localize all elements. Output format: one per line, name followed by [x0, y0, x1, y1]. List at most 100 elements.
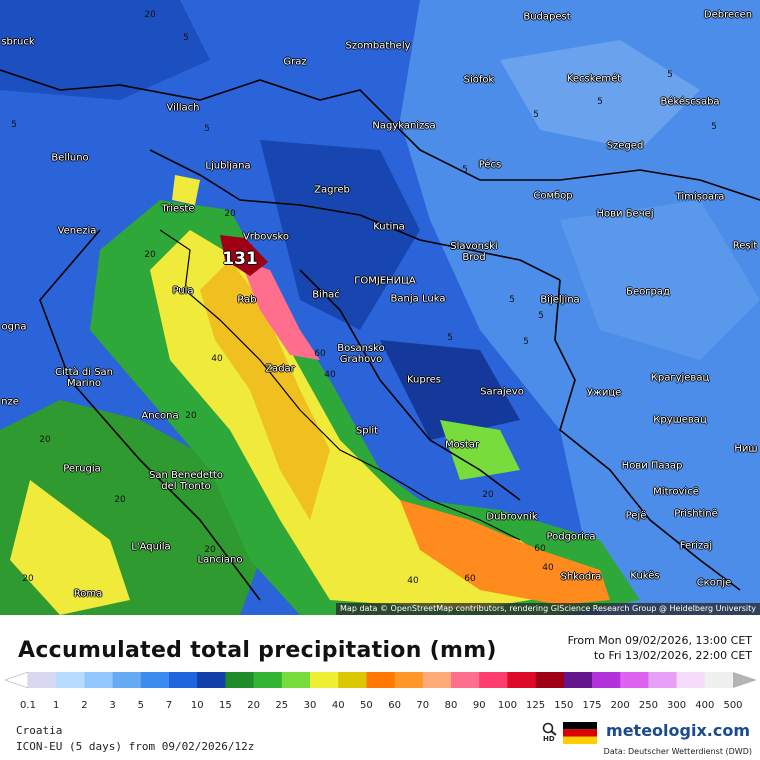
city-label: Podgorica [546, 531, 596, 543]
city-label: Скопје [696, 577, 732, 589]
contour-label: 40 [407, 576, 419, 586]
contour-label: 60 [464, 574, 476, 584]
city-label: Ниш [734, 443, 758, 455]
city-label: Szeged [606, 140, 644, 152]
city-label: Mostar [444, 439, 480, 451]
scale-swatch [592, 672, 621, 688]
map: Map data © OpenStreetMap contributors, r… [0, 0, 760, 615]
scale-label: 100 [498, 700, 517, 711]
city-label: Shkodra [560, 571, 602, 583]
scale-swatch [310, 672, 339, 688]
city-label: Szombathely [345, 40, 411, 52]
city-label: Сомбор [533, 190, 573, 202]
period-from: From Mon 09/02/2026, 13:00 CET [567, 634, 752, 647]
region: Croatia [16, 724, 63, 737]
city-label: Kupres [407, 374, 441, 386]
city-label: Vrbovsko [242, 231, 290, 243]
city-label: Bijeljina [540, 294, 580, 306]
scale-label: 7 [166, 700, 172, 711]
attribution: Map data © OpenStreetMap contributors, r… [336, 603, 760, 615]
scale-swatch [112, 672, 142, 688]
contour-label: 20 [185, 411, 197, 421]
city-label: Reșit [732, 240, 758, 252]
scale-swatch [28, 672, 57, 688]
city-label: Trieste [161, 203, 195, 215]
scale-label: 1 [53, 700, 59, 711]
contour-label: 5 [183, 33, 189, 43]
scale-swatch [422, 672, 452, 688]
city-label: Ужице [586, 387, 622, 399]
city-label: Bosansko Grahovo [337, 343, 385, 365]
scale-label: 20 [247, 700, 260, 711]
city-label: Debrecen [703, 9, 753, 21]
model: ICON-EU (5 days) from 09/02/2026/12z [16, 740, 255, 753]
scale-label: 300 [667, 700, 686, 711]
scale-label: 175 [582, 700, 601, 711]
contour-label: 5 [204, 124, 210, 134]
data-source: Data: Deutscher Wetterdienst (DWD) [603, 747, 752, 756]
scale-swatch [507, 672, 536, 688]
scale-swatch [676, 672, 706, 688]
contour-label: 5 [711, 122, 717, 132]
city-label: Pejë [625, 510, 647, 522]
city-label: L'Aquila [131, 541, 171, 553]
contour-label: 5 [597, 97, 603, 107]
scale-swatch [366, 672, 395, 688]
city-label: Mitrovicë [653, 486, 699, 498]
city-label: Sarajevo [480, 386, 524, 398]
city-label: Budapest [523, 11, 571, 23]
city-label: Prishtinë [674, 508, 718, 520]
city-label: Siófok [463, 74, 495, 86]
hd-badge: HD [543, 735, 555, 743]
period-to: to Fri 13/02/2026, 22:00 CET [593, 649, 752, 662]
scale-swatch [338, 672, 367, 688]
city-label: Timișoara [675, 191, 725, 203]
city-label: Venezia [57, 225, 97, 237]
city-label: Bihać [312, 289, 340, 301]
scale-label: 60 [388, 700, 401, 711]
scale-label: 200 [611, 700, 630, 711]
contour-label: 20 [224, 209, 236, 219]
city-label: Pécs [478, 159, 502, 171]
city-label: Нови Пазар [621, 460, 683, 472]
scale-arrow-left [4, 671, 29, 689]
contour-label: 5 [509, 295, 515, 305]
contour-label: 60 [314, 349, 326, 359]
contour-label: 5 [11, 120, 17, 130]
city-label: Крагујевац [650, 372, 710, 384]
scale-label: 40 [332, 700, 345, 711]
search-icon[interactable] [542, 722, 558, 736]
scale-swatch [140, 672, 170, 688]
city-label: Split [355, 425, 379, 437]
scale-label: 0.1 [20, 700, 36, 711]
scale-label: 500 [723, 700, 742, 711]
scale-swatch [56, 672, 85, 688]
city-label: nze [1, 396, 19, 408]
flag [563, 722, 597, 744]
scale-label: 50 [360, 700, 373, 711]
scale-swatch [648, 672, 677, 688]
scale-swatch [197, 672, 226, 688]
city-label: Ljubljana [205, 160, 251, 172]
city-label: ГОМЈЕНИЦА [354, 275, 416, 287]
contour-label: 20 [22, 574, 34, 584]
contour-label: 60 [534, 544, 546, 554]
city-label: Roma [73, 588, 103, 600]
contour-label: 5 [447, 333, 453, 343]
scale-swatch [704, 672, 734, 688]
brand[interactable]: meteologix.com [606, 721, 750, 740]
scale-label: 15 [219, 700, 232, 711]
city-label: Pula [172, 285, 194, 297]
contour-label: 20 [482, 490, 494, 500]
city-label: Villach [166, 102, 200, 114]
city-label: Kecskemét [566, 73, 622, 85]
scale-label: 30 [304, 700, 317, 711]
contour-label: 20 [39, 435, 51, 445]
contour-label: 40 [324, 370, 336, 380]
scale-label: 125 [526, 700, 545, 711]
city-label: Zadar [265, 363, 295, 375]
scale-label: 10 [191, 700, 204, 711]
scale-label: 150 [554, 700, 573, 711]
scale-label: 5 [138, 700, 144, 711]
city-label: Città di San Marino [54, 367, 114, 389]
